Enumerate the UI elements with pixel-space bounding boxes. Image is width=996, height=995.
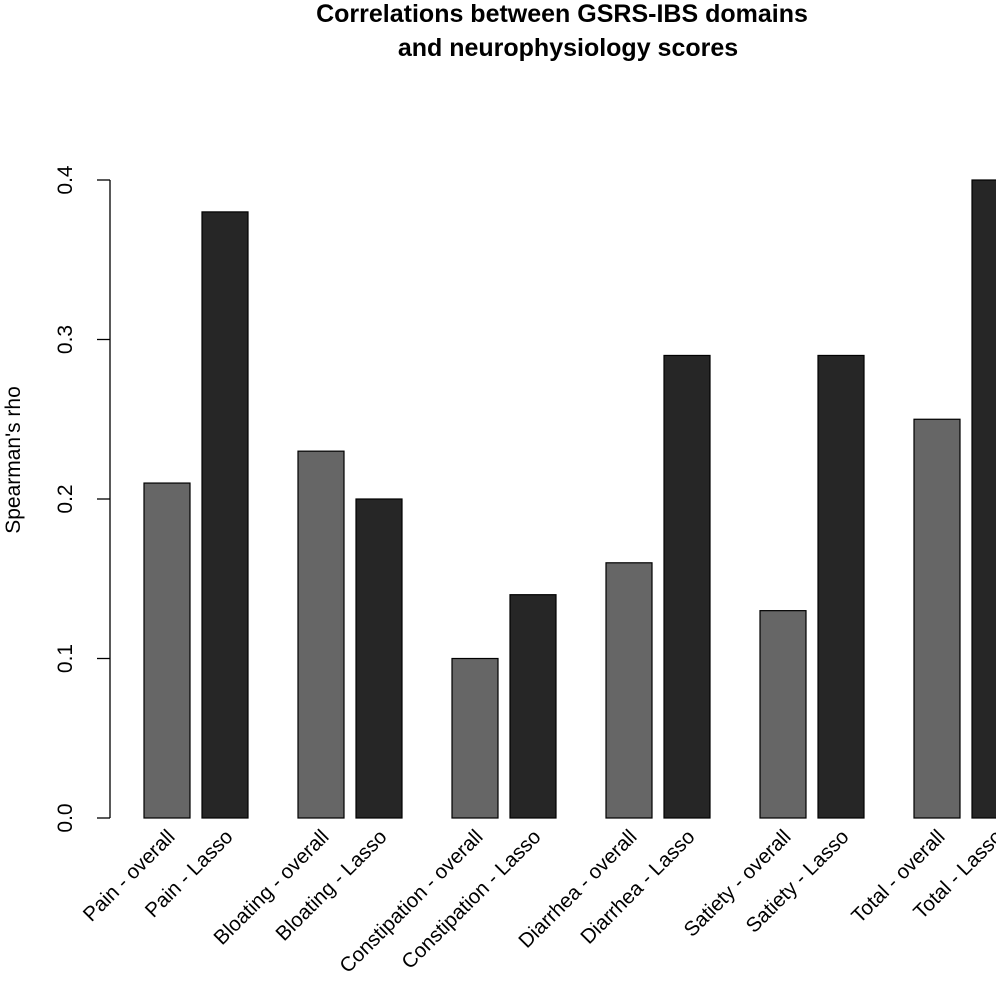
bar-total-overall bbox=[913, 418, 961, 819]
bar-diarrhea-lasso bbox=[663, 354, 711, 819]
y-tick-label: 0.0 bbox=[54, 803, 77, 832]
bar-bloating-overall bbox=[297, 450, 345, 819]
bar-bloating-lasso bbox=[355, 498, 403, 819]
y-tick-label: 0.1 bbox=[54, 644, 77, 673]
bar-satiety-overall bbox=[759, 610, 807, 819]
x-tick-label: Satiety - Lasso bbox=[741, 825, 853, 937]
bar-pain-lasso bbox=[201, 211, 249, 819]
bar-total-lasso bbox=[971, 179, 996, 819]
bar-diarrhea-overall bbox=[605, 562, 653, 819]
y-axis: 0.0 0.1 0.2 0.3 0.4 bbox=[54, 165, 111, 833]
y-tick-label: 0.3 bbox=[54, 325, 77, 354]
bar-constipation-overall bbox=[451, 657, 499, 819]
chart-title-line-2: and neurophysiology scores bbox=[398, 34, 738, 62]
bar-constipation-lasso bbox=[509, 594, 557, 819]
bar-satiety-lasso bbox=[817, 354, 865, 819]
bars-group bbox=[143, 179, 996, 819]
y-axis-label: Spearman's rho bbox=[2, 386, 25, 534]
chart-title-line-1: Correlations between GSRS-IBS domains bbox=[316, 0, 808, 28]
y-tick-label: 0.4 bbox=[54, 165, 77, 195]
y-tick-label: 0.2 bbox=[54, 484, 77, 513]
bar-pain-overall bbox=[143, 482, 191, 819]
